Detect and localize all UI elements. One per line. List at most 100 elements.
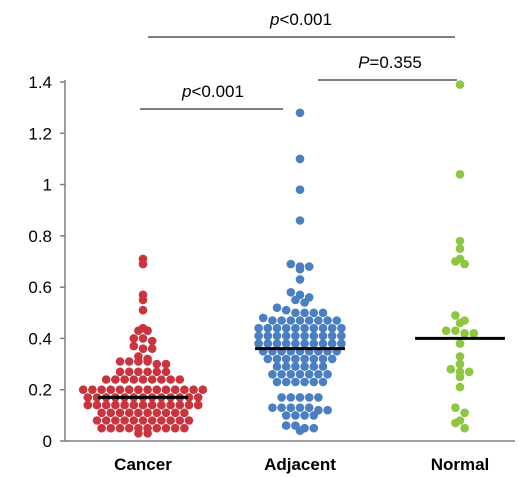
data-point xyxy=(129,375,139,384)
data-point xyxy=(147,336,157,346)
data-point xyxy=(455,382,465,392)
data-point xyxy=(143,385,152,395)
data-point xyxy=(327,331,337,341)
data-point xyxy=(291,354,300,364)
data-point xyxy=(295,216,305,225)
data-point xyxy=(446,364,456,374)
median-lines xyxy=(98,336,505,399)
data-point xyxy=(295,185,305,194)
data-point xyxy=(281,323,291,333)
data-point xyxy=(337,331,346,341)
data-point xyxy=(318,377,328,387)
data-point xyxy=(460,329,469,338)
data-point xyxy=(268,316,277,325)
data-point xyxy=(464,367,474,377)
data-point xyxy=(281,411,291,420)
data-point xyxy=(300,323,309,333)
data-point xyxy=(138,416,148,425)
data-point xyxy=(268,370,277,379)
data-point xyxy=(152,385,162,395)
data-point xyxy=(337,323,346,333)
data-point xyxy=(295,370,305,379)
data-point xyxy=(281,305,291,315)
significance-brackets: p<0.001 p<0.001 P=0.355 xyxy=(140,10,457,110)
y-tick-label: 0.4 xyxy=(28,329,52,348)
data-point xyxy=(138,375,148,384)
x-category-label: Normal xyxy=(431,455,490,474)
data-point xyxy=(152,408,162,418)
data-point xyxy=(304,393,314,402)
data-point xyxy=(138,400,148,410)
data-point xyxy=(455,254,465,264)
data-point xyxy=(147,400,157,410)
data-point xyxy=(254,339,263,348)
data-point xyxy=(295,316,305,325)
data-point xyxy=(318,331,328,341)
data-point xyxy=(106,385,116,395)
data-point xyxy=(120,375,129,384)
data-point xyxy=(309,377,319,387)
data-point xyxy=(272,303,282,313)
data-point xyxy=(451,326,460,336)
data-point xyxy=(101,400,111,410)
data-point xyxy=(281,421,291,430)
data-point xyxy=(272,339,282,348)
data-point xyxy=(101,375,111,384)
data-point xyxy=(88,385,97,395)
data-point xyxy=(106,408,116,418)
data-point xyxy=(175,416,185,425)
data-point xyxy=(170,385,180,395)
data-point xyxy=(291,323,300,333)
data-point xyxy=(115,367,125,377)
data-point xyxy=(166,416,175,425)
data-point xyxy=(277,370,286,379)
data-point xyxy=(263,339,273,348)
data-point xyxy=(83,393,93,402)
data-point xyxy=(291,362,300,371)
data-point xyxy=(295,154,305,164)
data-point xyxy=(455,80,465,89)
data-point xyxy=(455,244,465,253)
data-point xyxy=(129,400,139,410)
data-point xyxy=(138,344,148,354)
data-point xyxy=(124,367,134,377)
data-point xyxy=(138,290,148,300)
data-point xyxy=(134,385,143,395)
data-point xyxy=(286,393,296,402)
data-point xyxy=(300,339,309,348)
y-tick-label: 1.4 xyxy=(28,73,52,92)
data-point xyxy=(309,354,319,364)
data-point xyxy=(309,423,319,433)
data-point xyxy=(455,367,465,377)
data-point xyxy=(291,377,300,387)
data-point xyxy=(157,416,166,425)
data-point xyxy=(124,423,134,433)
data-point xyxy=(92,400,102,410)
data-point xyxy=(291,331,300,341)
data-point xyxy=(152,367,162,377)
data-point xyxy=(175,375,185,384)
data-point xyxy=(157,400,166,410)
data-point xyxy=(318,354,328,364)
data-point xyxy=(451,311,460,320)
data-point xyxy=(115,423,125,433)
data-point xyxy=(286,288,296,297)
data-point xyxy=(272,377,282,387)
data-point xyxy=(78,385,88,395)
data-point xyxy=(337,339,346,348)
data-point xyxy=(263,323,273,333)
data-point xyxy=(120,416,129,425)
data-point xyxy=(147,344,157,354)
data-point xyxy=(115,357,125,366)
data-point xyxy=(184,400,194,410)
data-point xyxy=(451,403,460,413)
data-point xyxy=(286,259,296,269)
data-point xyxy=(318,323,328,333)
data-point xyxy=(134,408,143,418)
data-point xyxy=(254,331,263,341)
data-point xyxy=(129,416,139,425)
data-point xyxy=(161,385,171,395)
data-point xyxy=(469,329,479,338)
data-point xyxy=(304,403,314,413)
